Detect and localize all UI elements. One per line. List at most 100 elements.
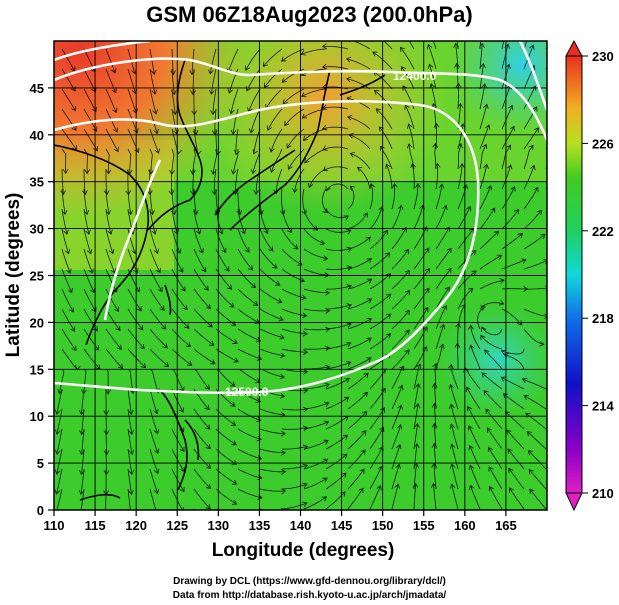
streamline <box>149 188 154 215</box>
streamline-arrow <box>414 422 420 429</box>
streamline <box>149 348 169 367</box>
streamline-arrow <box>280 430 286 437</box>
streamline <box>127 348 146 368</box>
streamline-arrow <box>254 318 261 324</box>
streamline-arrow <box>556 87 560 92</box>
streamline <box>325 434 348 450</box>
streamline <box>347 236 371 250</box>
streamline <box>149 68 156 95</box>
streamline-arrow <box>321 124 328 131</box>
streamline <box>357 166 371 190</box>
streamline-arrow <box>346 265 353 271</box>
streamline <box>193 108 197 135</box>
streamline-arrow <box>280 449 286 456</box>
streamline-arrow <box>487 446 493 453</box>
streamline <box>193 128 199 155</box>
streamline <box>413 268 430 290</box>
streamline-arrow <box>439 343 445 349</box>
streamline <box>281 328 308 335</box>
streamline-arrow <box>190 169 196 175</box>
streamline-arrow <box>378 446 384 452</box>
streamline <box>433 463 437 490</box>
streamline <box>408 123 415 150</box>
streamline <box>250 108 261 133</box>
y-tick-label: 15 <box>30 362 44 377</box>
streamline-arrow <box>529 44 535 50</box>
streamline-arrow <box>67 287 73 294</box>
streamline <box>237 228 250 253</box>
streamline <box>61 248 71 274</box>
streamline <box>83 108 98 132</box>
streamline <box>391 227 407 250</box>
streamline <box>477 306 486 330</box>
streamline <box>149 48 155 75</box>
streamline-arrow <box>140 362 147 369</box>
streamline-arrow <box>163 361 170 368</box>
streamline-arrow <box>533 127 539 133</box>
streamline <box>391 405 402 430</box>
streamline-arrow <box>153 468 160 475</box>
y-tick-label: 5 <box>37 456 44 471</box>
streamline-arrow <box>386 313 392 319</box>
streamline-arrow <box>88 268 94 274</box>
streamline <box>481 326 503 336</box>
streamline <box>171 348 192 366</box>
streamline-arrow <box>376 484 382 491</box>
streamline-arrow <box>500 376 507 382</box>
streamline <box>347 392 368 410</box>
streamline-arrow <box>521 258 527 264</box>
streamline-arrow <box>54 409 61 415</box>
streamline <box>413 403 419 430</box>
streamline-arrow <box>449 483 456 489</box>
streamline-arrow <box>152 530 157 535</box>
streamline <box>212 148 218 175</box>
streamline <box>303 268 329 276</box>
streamline-arrow <box>508 487 514 493</box>
streamline-arrow <box>253 189 259 195</box>
streamline-arrow <box>427 43 433 50</box>
streamline-arrow <box>404 309 410 316</box>
streamline <box>545 106 547 110</box>
streamline <box>303 248 328 260</box>
streamline-arrow <box>300 50 306 56</box>
streamline-arrow <box>232 339 238 345</box>
streamline-arrow <box>279 373 285 380</box>
streamline-arrow <box>322 145 328 151</box>
streamline-arrow <box>301 113 308 119</box>
streamline-arrow <box>55 429 61 435</box>
streamline-arrow <box>382 229 388 236</box>
streamline-arrow <box>442 304 447 311</box>
streamline <box>281 368 308 373</box>
colorbar-tick-label: 222 <box>592 224 614 239</box>
streamline <box>61 68 76 92</box>
streamline <box>61 148 67 174</box>
streamline <box>347 411 367 430</box>
streamline-arrow <box>186 360 193 366</box>
streamline <box>259 208 269 234</box>
streamline-arrow <box>282 99 288 105</box>
streamline <box>211 68 217 95</box>
streamline-arrow <box>360 449 366 455</box>
streamline <box>509 487 525 510</box>
streamline-arrow <box>438 183 445 189</box>
streamline <box>259 288 282 303</box>
streamline <box>171 368 185 392</box>
streamline-arrow <box>481 326 487 332</box>
streamline <box>193 268 209 291</box>
streamline-arrow <box>151 89 158 95</box>
streamline <box>171 488 183 510</box>
streamline <box>374 90 393 110</box>
streamline <box>527 431 547 450</box>
streamline <box>435 163 439 190</box>
streamline <box>81 408 85 435</box>
streamline-arrow <box>91 306 97 313</box>
streamline-arrow <box>184 323 190 329</box>
streamline-arrow <box>444 226 450 232</box>
x-tick-label: 140 <box>290 518 312 533</box>
streamline <box>529 488 547 510</box>
streamline <box>372 51 393 70</box>
streamline <box>127 328 145 349</box>
streamline-arrow <box>325 185 331 192</box>
streamline <box>105 188 110 215</box>
streamline-arrow <box>94 345 100 351</box>
